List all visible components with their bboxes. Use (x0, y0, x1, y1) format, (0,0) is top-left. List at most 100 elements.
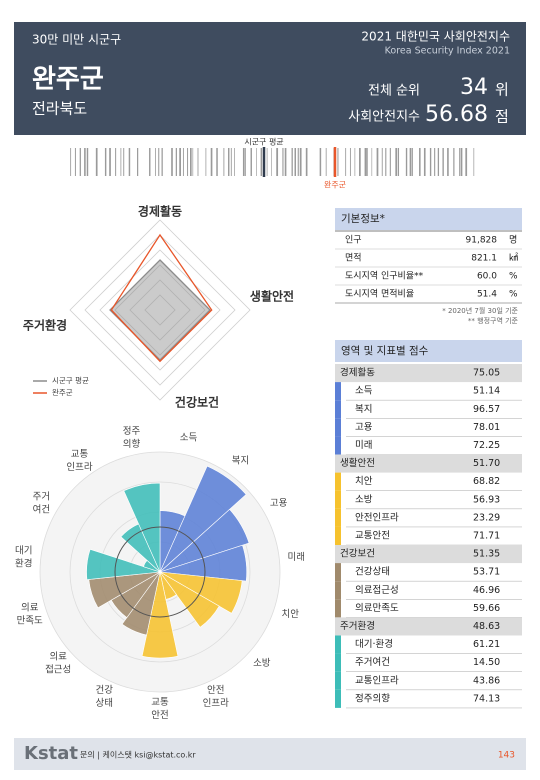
info-label: 도시지역 면적비율 (345, 288, 414, 300)
info-note: ** 행정구역 기준 (468, 316, 519, 325)
barcode-region-label: 완주군 (324, 181, 346, 190)
indicator-name: 안전인프라 (355, 512, 399, 523)
info-value: 821.1 (471, 254, 497, 264)
indicator-name: 의료만족도 (355, 603, 399, 614)
domain-name: 경제활동 (340, 367, 375, 379)
rose-label: 건강 (96, 685, 114, 696)
indicator-name: 정주의향 (355, 692, 390, 704)
rose-ring (39, 451, 281, 693)
region: 완주군 (32, 65, 104, 95)
indicator-bar (335, 436, 341, 455)
radar-grid (114, 264, 206, 356)
rose-label: 의료 (49, 652, 67, 663)
scores-header (335, 340, 522, 362)
rose-wedge (159, 544, 247, 582)
radar-axis-label: 경제활동 (138, 204, 182, 219)
header-box (14, 22, 526, 135)
indicator-score: 23.29 (473, 512, 500, 523)
radar-grid (69, 219, 251, 401)
rose-wedge (121, 571, 161, 636)
info-label: 인구 (345, 235, 362, 246)
indicator-bar (335, 508, 341, 527)
rose-label: 교통 (151, 697, 169, 708)
domain-row (335, 545, 522, 564)
rose-label: 여건 (33, 504, 50, 516)
index-label: 사회안전지수 (348, 110, 420, 125)
indicator-score: 43.86 (473, 675, 500, 686)
radar-axis-label: 건강보건 (175, 395, 219, 410)
indicator-score: 61.21 (473, 639, 500, 650)
info-unit: ㎢ (509, 253, 518, 264)
legend-label: 시군구 평균 (52, 375, 89, 385)
radar-grid (144, 294, 176, 326)
domain-score: 51.70 (473, 458, 500, 469)
rose-reference (114, 526, 206, 618)
rose-wedge (159, 571, 220, 628)
rose-label: 소득 (180, 432, 198, 443)
rank: 34 (460, 75, 488, 100)
indicator-name: 건강상태 (355, 567, 390, 578)
indicator-bar (335, 581, 341, 600)
indicator-bar (335, 563, 341, 582)
rose-label: 인프라 (66, 462, 92, 473)
indicator-score: 56.93 (473, 494, 500, 505)
scores-title: 영역 및 지표별 점수 (341, 345, 429, 357)
indicator-score: 59.66 (473, 603, 500, 614)
province: 전라북도 (32, 100, 87, 118)
rose-label: 교통 (71, 449, 89, 460)
rose-wedge (123, 482, 161, 573)
indicator-score: 72.25 (473, 440, 500, 451)
indicator-name: 교통안전 (355, 530, 390, 541)
info-unit: 명 (509, 235, 517, 246)
info-note: * 2020년 7월 30일 기준 (442, 306, 518, 315)
rose-label: 인프라 (203, 698, 229, 709)
indicator-bar (335, 472, 341, 491)
domain-score: 51.35 (473, 549, 500, 560)
rose-label: 의향 (123, 438, 141, 450)
domain-row (335, 364, 522, 383)
category: 30만 미만 시군구 (32, 33, 121, 47)
indicator-name: 고용 (355, 422, 373, 433)
rose-label: 안전 (151, 710, 168, 721)
info-value: 51.4 (477, 290, 497, 300)
indicator-bar (335, 671, 341, 690)
indicator-bar (335, 599, 341, 618)
indicator-score: 14.50 (473, 657, 500, 668)
rank-label: 전체 순위 (368, 84, 420, 99)
footer-contact: 문의 | 케이스탯 ksi@kstat.co.kr (80, 750, 196, 760)
domain-name: 주거환경 (340, 620, 375, 632)
indicator-name: 치안 (355, 475, 373, 487)
indicator-score: 51.14 (473, 386, 500, 397)
info-unit: % (509, 290, 518, 300)
rose-label: 치안 (282, 608, 300, 620)
rose-label: 고용 (270, 498, 288, 509)
rose-label: 대기 (15, 546, 32, 557)
indicator-name: 복지 (355, 404, 372, 415)
indicator-bar (335, 418, 341, 437)
indicator-score: 46.96 (473, 585, 500, 596)
page-number: 143 (498, 751, 515, 761)
rose-wedge (86, 548, 161, 581)
rose-label: 소방 (253, 658, 271, 669)
radar-grid (84, 234, 236, 386)
info-value: 60.0 (477, 272, 497, 282)
indicator-bar (335, 490, 341, 509)
info-header (335, 208, 522, 230)
rose-wedge (141, 571, 179, 659)
info-title: 기본정보* (341, 213, 385, 225)
rose-label: 만족도 (17, 615, 43, 626)
radar-axis-label: 생활안전 (250, 289, 294, 304)
domain-row (335, 617, 522, 636)
domain-score: 75.05 (473, 368, 500, 379)
radar-axis-label: 주거환경 (23, 318, 67, 333)
index: 56.68 (425, 102, 488, 127)
info-unit: % (509, 272, 518, 282)
legend-label: 완주군 (52, 388, 73, 397)
barcode-average-label: 시군구 평균 (244, 137, 283, 147)
indicator-score: 78.01 (473, 422, 500, 433)
index-unit: 점 (495, 108, 509, 126)
indicator-score: 53.71 (473, 567, 500, 578)
indicator-name: 소득 (355, 386, 373, 397)
indicator-name: 미래 (355, 440, 372, 451)
indicator-score: 96.57 (473, 404, 500, 415)
